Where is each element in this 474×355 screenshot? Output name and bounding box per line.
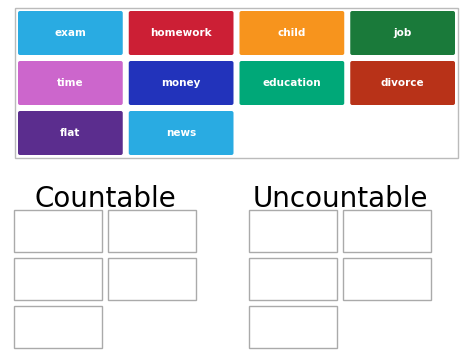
FancyBboxPatch shape xyxy=(129,11,234,55)
FancyBboxPatch shape xyxy=(129,111,234,155)
Bar xyxy=(108,210,196,252)
Bar xyxy=(15,8,458,158)
Text: job: job xyxy=(393,28,412,38)
FancyBboxPatch shape xyxy=(350,61,455,105)
Text: divorce: divorce xyxy=(381,78,424,88)
FancyBboxPatch shape xyxy=(239,61,344,105)
Text: child: child xyxy=(278,28,306,38)
FancyBboxPatch shape xyxy=(18,61,123,105)
Bar xyxy=(343,258,431,300)
Bar xyxy=(108,258,196,300)
Text: education: education xyxy=(263,78,321,88)
FancyBboxPatch shape xyxy=(18,11,123,55)
Text: homework: homework xyxy=(150,28,212,38)
FancyBboxPatch shape xyxy=(18,111,123,155)
Bar xyxy=(14,210,102,252)
Bar xyxy=(14,306,102,348)
Bar xyxy=(343,210,431,252)
Text: Countable: Countable xyxy=(34,185,176,213)
Text: exam: exam xyxy=(55,28,86,38)
Text: money: money xyxy=(162,78,201,88)
Bar xyxy=(249,306,337,348)
Text: flat: flat xyxy=(60,128,81,138)
Text: news: news xyxy=(166,128,196,138)
Bar xyxy=(14,258,102,300)
Text: Uncountable: Uncountable xyxy=(252,185,428,213)
FancyBboxPatch shape xyxy=(350,11,455,55)
Bar xyxy=(249,210,337,252)
Text: time: time xyxy=(57,78,84,88)
FancyBboxPatch shape xyxy=(129,61,234,105)
FancyBboxPatch shape xyxy=(239,11,344,55)
Bar xyxy=(249,258,337,300)
